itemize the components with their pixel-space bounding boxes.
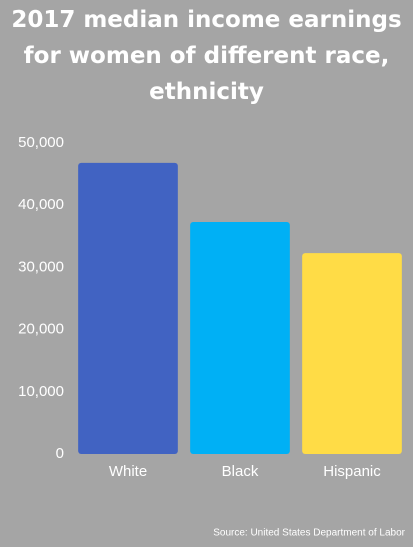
bar (302, 253, 402, 454)
y-tick-label: 40,000 (18, 196, 64, 213)
y-tick-label: 10,000 (18, 383, 64, 400)
chart-title: 2017 median income earnings for women of… (11, 7, 402, 105)
y-tick-label: 50,000 (18, 134, 64, 151)
bar (190, 221, 290, 454)
y-tick-label: 20,000 (18, 321, 64, 338)
x-tick-label: Hispanic (323, 463, 381, 480)
bar (78, 162, 178, 455)
x-tick-label: Black (222, 463, 259, 480)
y-tick-label: 30,000 (18, 258, 64, 275)
source-note: Source: United States Department of Labo… (213, 528, 405, 539)
y-tick-label: 0 (56, 445, 64, 462)
x-tick-label: White (109, 463, 147, 480)
